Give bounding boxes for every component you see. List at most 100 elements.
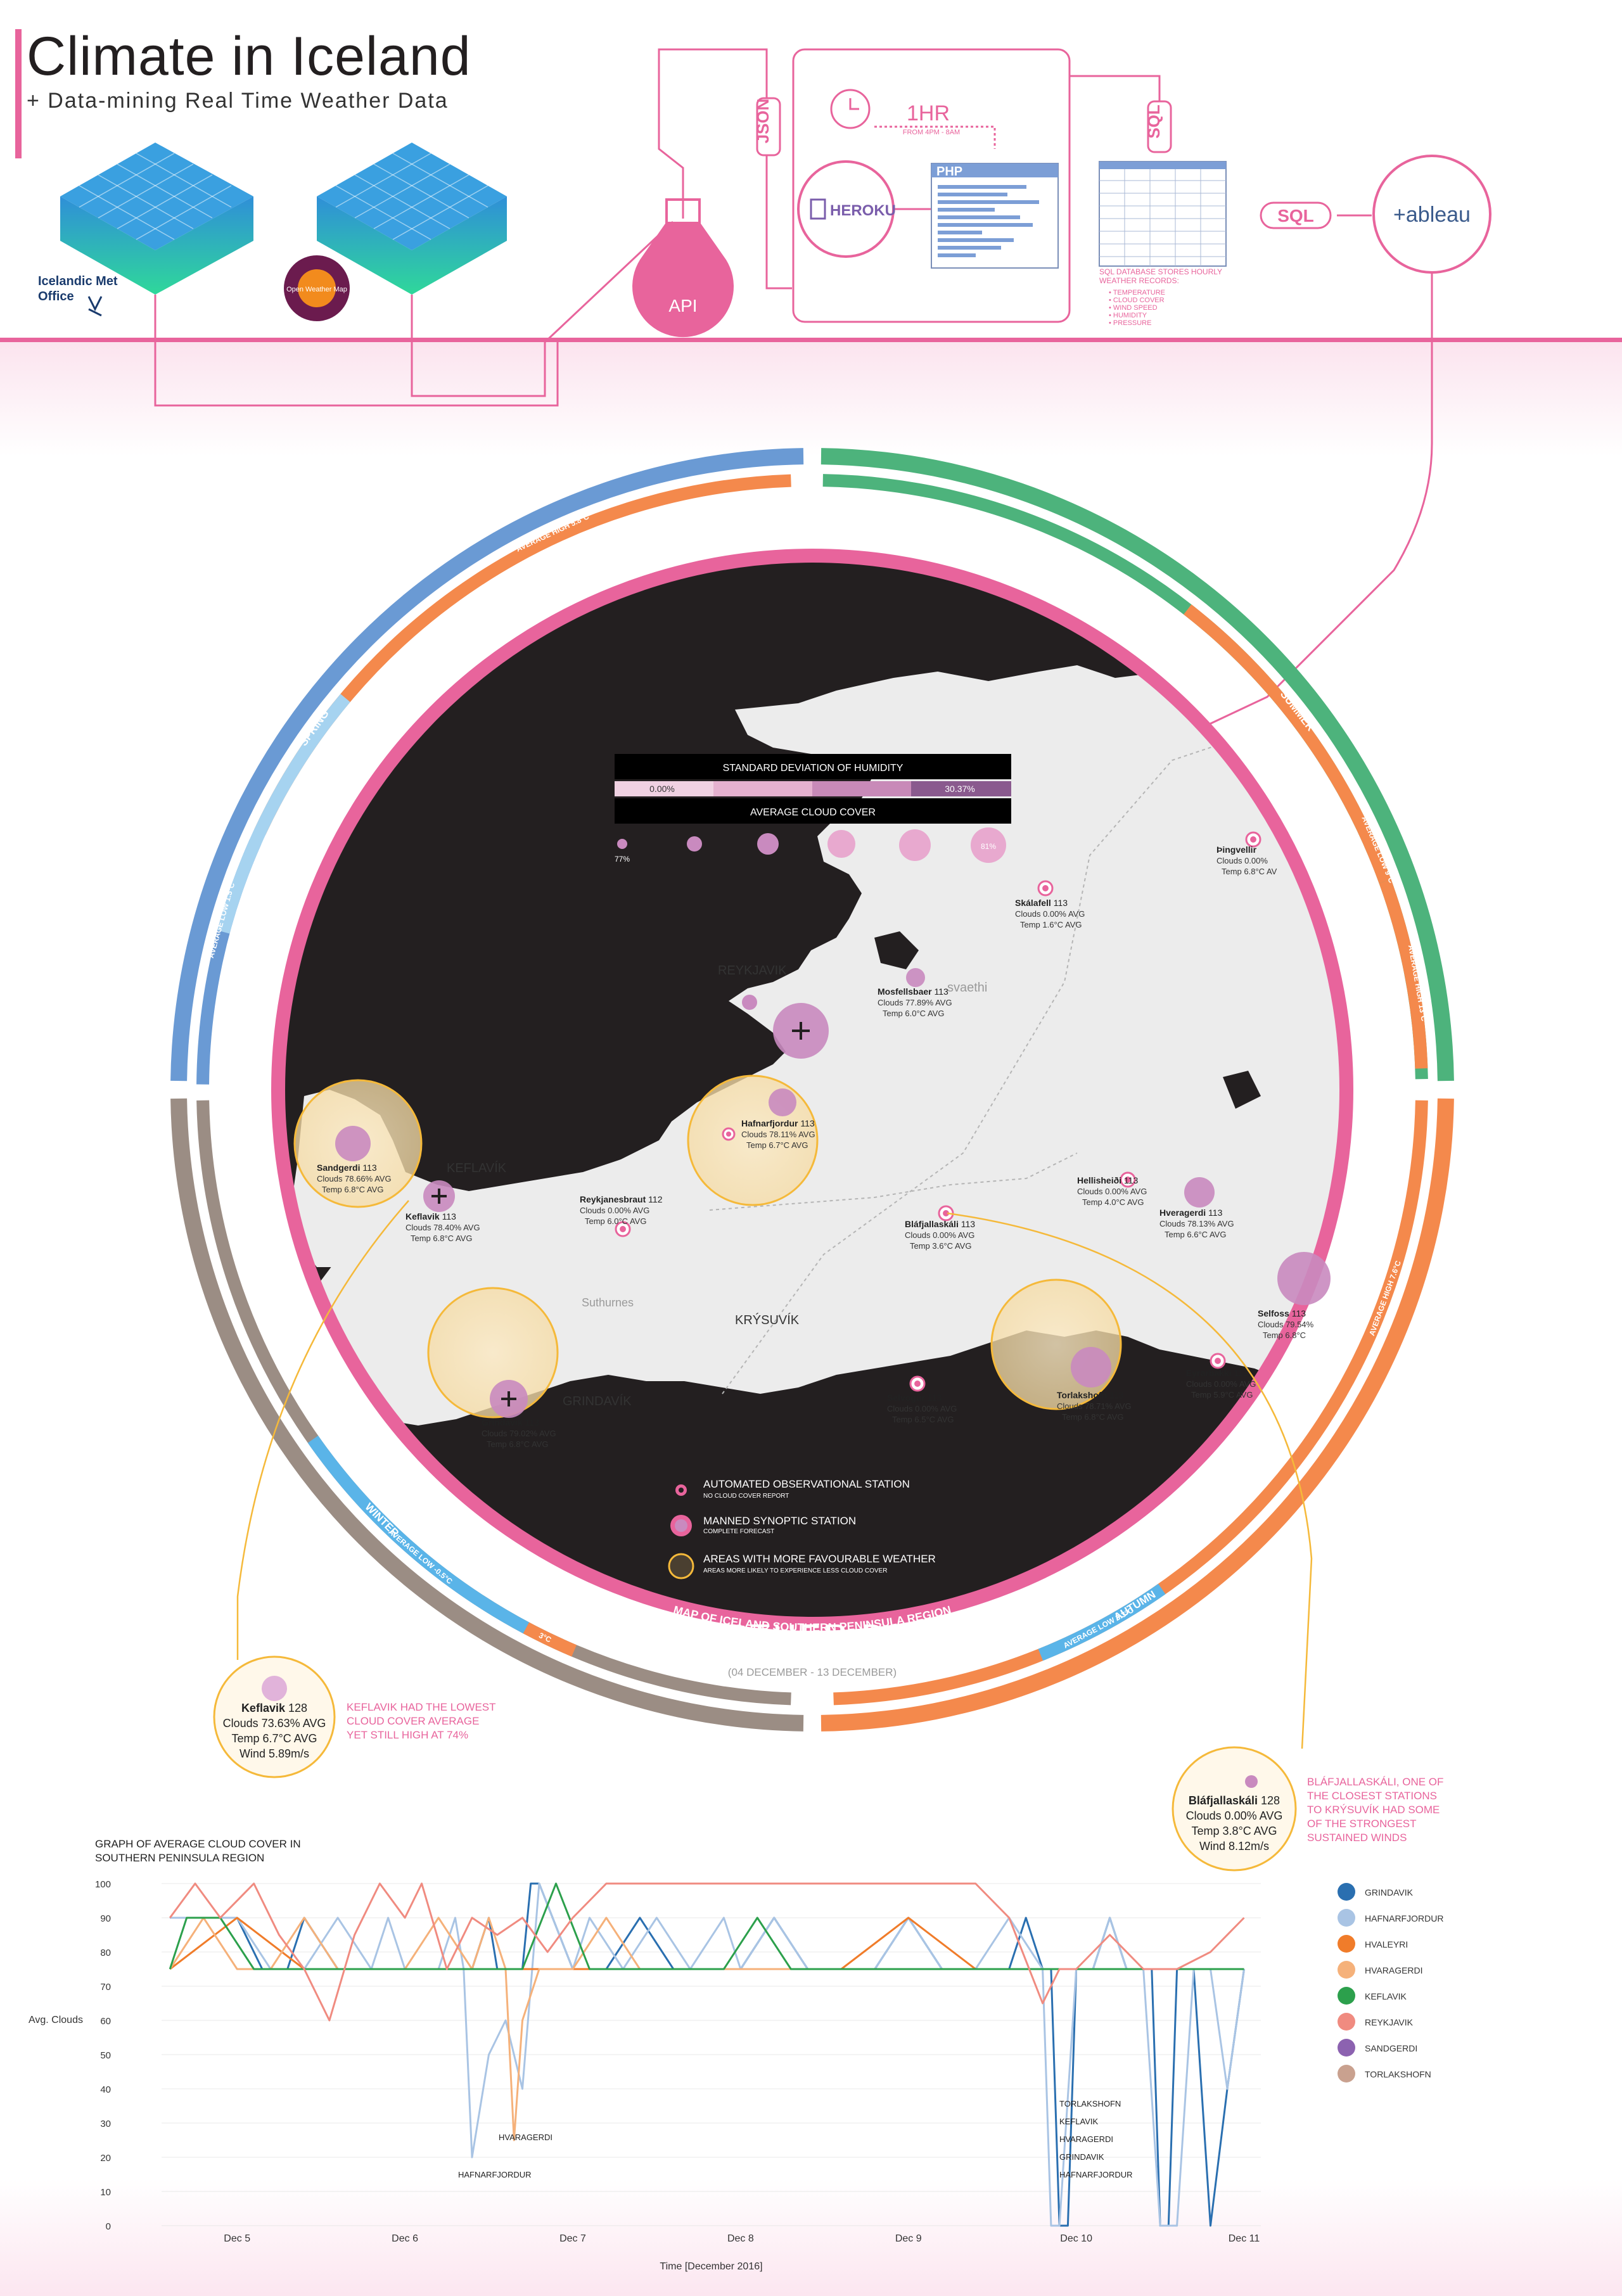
map-label-krysuvik: KRÝSUVÍK — [735, 1313, 800, 1327]
y-axis-label: Avg. Clouds — [29, 2015, 83, 2025]
page-subtitle: + Data-mining Real Time Weather Data — [27, 89, 449, 113]
map-label-suthurnes: Suthurnes — [582, 1296, 634, 1309]
legend-label: KEFLAVIK — [1365, 1991, 1407, 2001]
cloud-size-1 — [617, 839, 627, 849]
connector-json — [658, 48, 792, 290]
map-label-keflavik: KEFLAVÍK — [447, 1161, 507, 1175]
favourable-area-icon — [668, 1553, 694, 1579]
favourable-area-grindavik — [427, 1287, 559, 1419]
station-name: Þingvellir — [1216, 845, 1257, 855]
season-arc-winter — [170, 1098, 804, 1732]
season-arc-spring — [170, 448, 804, 1081]
cloud-cover-chart: GRAPH OF AVERAGE CLOUD COVER IN SOUTHERN … — [29, 1838, 1443, 2272]
pipeline — [154, 48, 1433, 749]
legend-label: SANDGERDI — [1365, 2043, 1417, 2053]
map-label-reykjavik: REYKJAVIK — [718, 964, 787, 978]
x-axis-label: Time [December 2016] — [660, 2261, 762, 2272]
station-selfoss: Selfoss 113 Clouds 79.54%Temp 6.8°C — [1258, 1252, 1331, 1340]
station-clouds: Clouds 0.00% — [1216, 856, 1268, 865]
chart-annotation: TORLAKSHOFN — [1059, 2099, 1121, 2108]
season-arc-autumn — [821, 1098, 1454, 1732]
y-tick-label: 60 — [100, 2016, 111, 2027]
cloud-size-5 — [899, 829, 931, 861]
station-clouds: Clouds 77.89% AVG — [878, 998, 952, 1007]
y-tick-label: 80 — [100, 1948, 111, 1958]
callout-keflavik-note-2: CLOUD COVER AVERAGE — [347, 1715, 479, 1727]
legend-favourable-label: AREAS WITH MORE FAVOURABLE WEATHER — [703, 1553, 936, 1565]
station-temp: Temp 6.8°C AVG — [1062, 1412, 1123, 1422]
station-temp: Temp 6.6°C AVG — [1165, 1230, 1226, 1239]
interval-label: 1HR — [907, 101, 950, 125]
station-clouds: Clouds 0.00% AVG — [1077, 1187, 1147, 1196]
db-item: • HUMIDITY — [1109, 312, 1147, 319]
station-temp: Temp 6.8°C AVG — [411, 1234, 472, 1243]
heroku-node: HEROKU — [797, 160, 896, 258]
station-name: Keflavik 113 — [406, 1211, 456, 1221]
sql-database-table: SQL DATABASE STORES HOURLY WEATHER RECOR… — [1099, 161, 1227, 327]
station-temp: Temp 6.8°C AVG — [487, 1439, 548, 1449]
callout-keflavik-temp: Temp 6.7°C AVG — [232, 1732, 317, 1745]
legend-humidity-min: 0.00% — [649, 784, 675, 794]
legend-manned-label: MANNED SYNOPTIC STATION — [703, 1515, 856, 1527]
station-name: Hellisheiði 113 — [1077, 1175, 1138, 1185]
x-tick-label: Dec 9 — [895, 2233, 922, 2244]
y-tick-label: 0 — [106, 2221, 111, 2232]
cloud-size-2 — [687, 836, 702, 851]
callout-blaf-name: Bláfjallaskáli 128 — [1189, 1794, 1280, 1807]
map-circle: svaethi — [278, 556, 1346, 1624]
station-clouds: Clouds 0.00% AVG — [580, 1206, 649, 1215]
chart-annotation: KEFLAVIK — [1059, 2117, 1099, 2126]
legend-cloud-min: 77% — [615, 855, 630, 864]
db-item: • CLOUD COVER — [1109, 297, 1165, 304]
legend-humidity-max: 30.37% — [945, 784, 974, 794]
callout-blaf-dot — [1245, 1775, 1258, 1788]
legend-swatch — [1338, 2013, 1355, 2031]
station-name: Sandgerdi 113 — [317, 1163, 377, 1173]
season-inner-summer-high — [1379, 879, 1428, 1069]
callout-blaf-note-1: BLÁFJALLASKÁLI, ONE OF — [1307, 1776, 1443, 1788]
callout-blaf-note-2: THE CLOSEST STATIONS — [1307, 1790, 1437, 1802]
legend-label: TORLAKSHOFN — [1365, 2069, 1431, 2079]
callout-keflavik-note-1: KEFLAVIK HAD THE LOWEST — [347, 1701, 496, 1713]
chart-annotation: HVARAGERDI — [1059, 2134, 1113, 2144]
selection-cross-icon — [431, 1189, 447, 1204]
x-tick-label: Dec 11 — [1229, 2233, 1260, 2244]
station-temp: Temp 3.6°C AVG — [910, 1241, 971, 1251]
station-temp: Temp 6.0°C AVG — [883, 1009, 944, 1018]
callout-keflavik-name: Keflavik 128 — [241, 1702, 307, 1714]
connector-owm — [411, 295, 546, 397]
legend-cloud-title: AVERAGE CLOUD COVER — [750, 807, 876, 818]
station-name: Hafnarfjordur 113 — [741, 1118, 815, 1128]
callout-blaf-note-3: TO KRÝSUVÍK HAD SOME — [1307, 1804, 1440, 1816]
legend-manned-note: COMPLETE FORECAST — [703, 1528, 774, 1535]
callout-blaf-temp: Temp 3.8°C AVG — [1192, 1825, 1277, 1837]
legend-humidity-title: STANDARD DEVIATION OF HUMIDITY — [723, 763, 904, 774]
station-clouds: Clouds 0.00% AVG — [887, 1404, 957, 1413]
json-tag: JSON — [753, 97, 781, 156]
owm-source: Open Weather Map — [284, 143, 507, 321]
station-clouds: Clouds 78.40% AVG — [406, 1223, 480, 1232]
db-note-1: SQL DATABASE STORES HOURLY — [1099, 267, 1222, 276]
y-tick-label: 70 — [100, 1982, 111, 1993]
heroku-label: HEROKU — [830, 202, 896, 219]
db-item: • TEMPERATURE — [1109, 289, 1165, 297]
sql-arrow: SQL — [1260, 201, 1332, 229]
legend-label: GRINDAVIK — [1365, 1887, 1414, 1897]
callout-blaf-clouds: Clouds 0.00% AVG — [1186, 1809, 1283, 1822]
weather-data-dates: (04 DECEMBER - 13 DECEMBER) — [728, 1666, 897, 1678]
season-inner-autumn — [833, 1100, 1428, 1706]
station-clouds: Clouds 79.54% — [1258, 1320, 1314, 1329]
callout-blaf-line — [947, 1212, 1313, 1749]
season-inner-autumn-low — [1038, 1583, 1166, 1661]
selection-cross-icon — [501, 1391, 516, 1406]
map-legend-bottom: AUTOMATED OBSERVATIONAL STATION NO CLOUD… — [668, 1478, 955, 1678]
station-name: Selvogur 113 — [887, 1393, 942, 1403]
y-tick-label: 10 — [100, 2187, 111, 2198]
weather-data-title: WEATHER DATA — [670, 1618, 955, 1655]
